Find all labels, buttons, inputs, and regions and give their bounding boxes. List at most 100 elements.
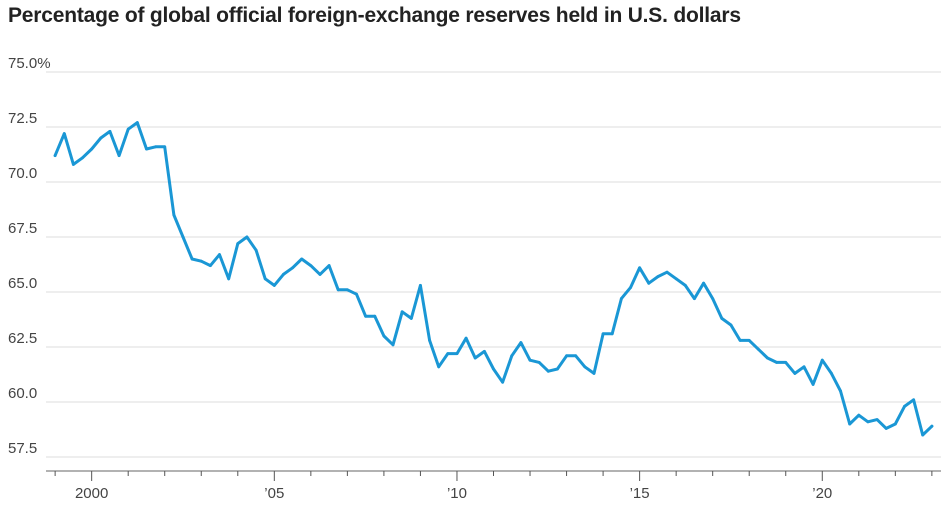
data-point [227,277,231,281]
series-layer [53,121,934,437]
data-point [839,389,842,393]
data-point [473,356,477,360]
data-point [775,361,779,364]
data-point [711,297,715,300]
data-point [638,266,642,270]
data-point [574,354,578,358]
data-point [327,264,331,267]
y-tick-label: 72.5 [8,110,37,127]
data-point [766,356,769,360]
data-point [409,317,413,320]
data-point [519,341,523,344]
y-tick-label: 70.0 [8,165,37,182]
y-tick-label: 65.0 [8,275,37,292]
data-point [208,264,212,267]
data-point [99,136,103,140]
x-axis-ticks [54,471,933,481]
data-point [610,332,614,336]
data-point [738,339,742,342]
data-point [674,277,678,281]
data-point [455,352,459,355]
data-point [126,127,130,131]
data-point [218,253,221,256]
data-point [656,275,660,278]
x-tick-label: ’15 [630,485,650,502]
data-point [309,264,313,267]
data-point [355,292,358,296]
data-point [665,270,669,274]
data-point [364,314,368,318]
data-point [820,358,824,362]
data-point [884,427,888,430]
data-point [428,339,431,342]
data-point [702,281,705,285]
data-point [629,286,632,289]
data-point [345,288,349,292]
data-point [747,339,751,342]
data-point [903,405,906,408]
data-point [565,354,568,358]
data-point [199,259,203,263]
data-point [683,284,687,287]
data-point [546,369,550,373]
data-point [272,284,276,287]
y-tick-label: 67.5 [8,220,37,237]
data-point [619,297,623,300]
y-tick-label: 57.5 [8,440,37,457]
data-point [811,383,815,386]
data-point [601,332,605,336]
data-point [756,347,760,351]
data-point [300,257,304,261]
data-point [784,361,788,364]
data-point [857,413,861,417]
data-point [108,130,112,133]
x-tick-label: ’20 [812,485,832,502]
data-point [492,367,495,371]
data-point [135,121,139,124]
data-point [921,433,925,437]
data-point [291,266,294,270]
data-point [720,317,724,320]
data-point [510,354,514,358]
chart-title: Percentage of global official foreign-ex… [8,4,741,27]
x-tick-label: ’10 [447,485,467,502]
data-point [437,365,441,369]
data-point [245,235,249,239]
y-tick-label: 60.0 [8,385,37,402]
data-point [263,277,267,281]
x-axis-labels: 2000 ’05 ’10 ’15 ’20 [75,485,832,502]
x-tick-label: ’05 [264,485,284,502]
data-point [528,358,532,362]
data-point [391,343,395,347]
data-point [693,297,696,300]
data-point [336,288,340,292]
data-point [172,213,176,217]
data-point [154,145,157,149]
data-point [62,132,66,136]
data-point [592,372,596,375]
x-tick-label: 2000 [75,485,108,502]
data-point [419,284,422,287]
data-point [282,273,285,276]
data-point [71,163,75,166]
data-point [446,352,450,355]
data-point [501,380,505,384]
data-point [647,281,651,285]
data-point [190,257,194,261]
data-point [848,422,852,426]
data-point [793,372,797,375]
data-point [893,422,897,426]
data-point [145,147,148,151]
series-line [53,121,934,437]
data-point [583,365,587,369]
data-point [117,154,121,158]
data-point [875,418,879,421]
data-point [400,310,404,314]
data-point [866,420,870,424]
data-point [81,156,84,160]
data-point [930,424,934,428]
data-point [556,367,559,371]
data-point [373,314,377,318]
data-point [537,361,541,364]
data-point [254,248,258,252]
